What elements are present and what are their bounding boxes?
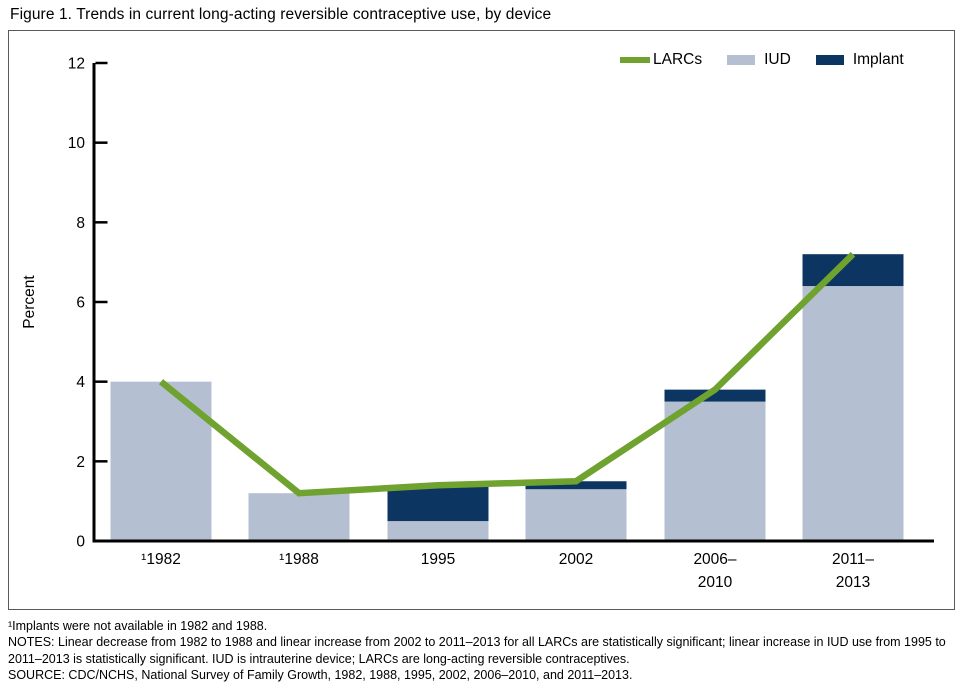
legend-item-implant: Implant xyxy=(815,51,904,69)
y-tick xyxy=(95,61,108,65)
x-tick-label: ¹1982 xyxy=(141,551,181,568)
y-tick-label: 12 xyxy=(68,56,85,73)
bar-implant xyxy=(387,485,489,522)
legend-label-iud: IUD xyxy=(764,51,791,68)
y-tick-label: 10 xyxy=(68,135,86,152)
chart-frame: 0 2 4 6 8 10 12 ¹1982 ¹1988 1995 2002 2006– 2010 2011… xyxy=(8,30,955,610)
larcs-trend-line xyxy=(158,251,856,497)
x-tick-label: 2002 xyxy=(559,551,593,568)
footnote-source: SOURCE: CDC/NCHS, National Survey of Fam… xyxy=(8,667,633,682)
x-tick-label: 1995 xyxy=(421,551,455,568)
legend-label-implant: Implant xyxy=(852,51,904,68)
y-tick xyxy=(95,460,108,463)
legend-item-larcs: LARCs xyxy=(620,51,702,69)
y-tick-label: 4 xyxy=(76,374,85,391)
x-tick-label: 2013 xyxy=(836,574,870,591)
y-tick xyxy=(95,380,108,383)
y-tick xyxy=(95,221,108,224)
y-tick-label: 2 xyxy=(76,454,85,471)
larcs-line-swatch xyxy=(620,57,650,63)
bar-iud xyxy=(525,489,627,541)
y-tick-label: 0 xyxy=(76,534,85,551)
x-axis-line xyxy=(92,539,934,543)
y-tick xyxy=(95,300,108,304)
x-tick-label: 2010 xyxy=(698,574,733,591)
y-axis-line xyxy=(92,63,96,543)
y-tick-label: 8 xyxy=(76,215,85,232)
footnote-1: ¹Implants were not available in 1982 and… xyxy=(8,619,268,633)
bar-implant xyxy=(664,389,766,402)
y-tick xyxy=(95,141,108,144)
bar-iud xyxy=(110,381,212,541)
bar-iud xyxy=(248,493,350,541)
x-tick-label: ¹1988 xyxy=(279,551,319,568)
bar-implant xyxy=(802,254,904,287)
x-tick-label: 2006– xyxy=(693,551,736,568)
iud-color-swatch xyxy=(727,55,756,65)
bar-iud xyxy=(802,286,904,541)
figure-footnotes: ¹Implants were not available in 1982 and… xyxy=(8,618,956,683)
implant-color-swatch xyxy=(815,55,844,65)
y-tick-label: 6 xyxy=(76,295,85,312)
legend-label-larcs: LARCs xyxy=(653,51,703,68)
bar-implant xyxy=(525,481,627,490)
chart-canvas: 0 2 4 6 8 10 12 ¹1982 ¹1988 1995 2002 2006– 2010 2011… xyxy=(68,56,934,591)
figure-title: Figure 1. Trends in current long-acting … xyxy=(10,6,552,23)
chart-legend: LARCs IUD Implant xyxy=(620,51,904,69)
footnote-notes: NOTES: Linear decrease from 1982 to 1988… xyxy=(8,635,946,666)
y-axis-title: Percent xyxy=(21,275,38,329)
x-tick-label: 2011– xyxy=(832,551,874,568)
bar-iud xyxy=(387,521,489,541)
legend-item-iud: IUD xyxy=(727,51,791,69)
bar-iud xyxy=(664,401,766,541)
